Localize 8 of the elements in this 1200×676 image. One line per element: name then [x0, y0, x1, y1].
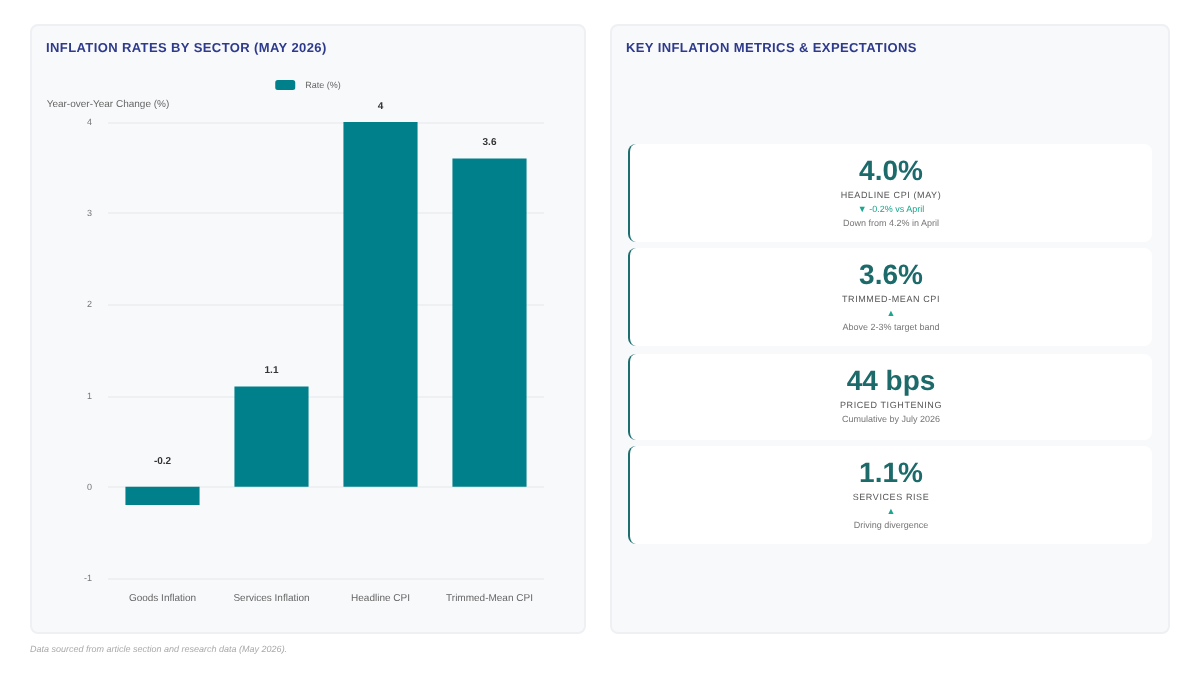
bar: [452, 158, 527, 487]
text: 4.0%: [859, 154, 923, 186]
bar: [343, 122, 418, 487]
text: 1.1%: [859, 456, 923, 488]
bar: [125, 486, 200, 506]
text: 44 bps: [846, 364, 936, 396]
text: 3.6%: [859, 258, 923, 290]
bar: [234, 386, 309, 487]
